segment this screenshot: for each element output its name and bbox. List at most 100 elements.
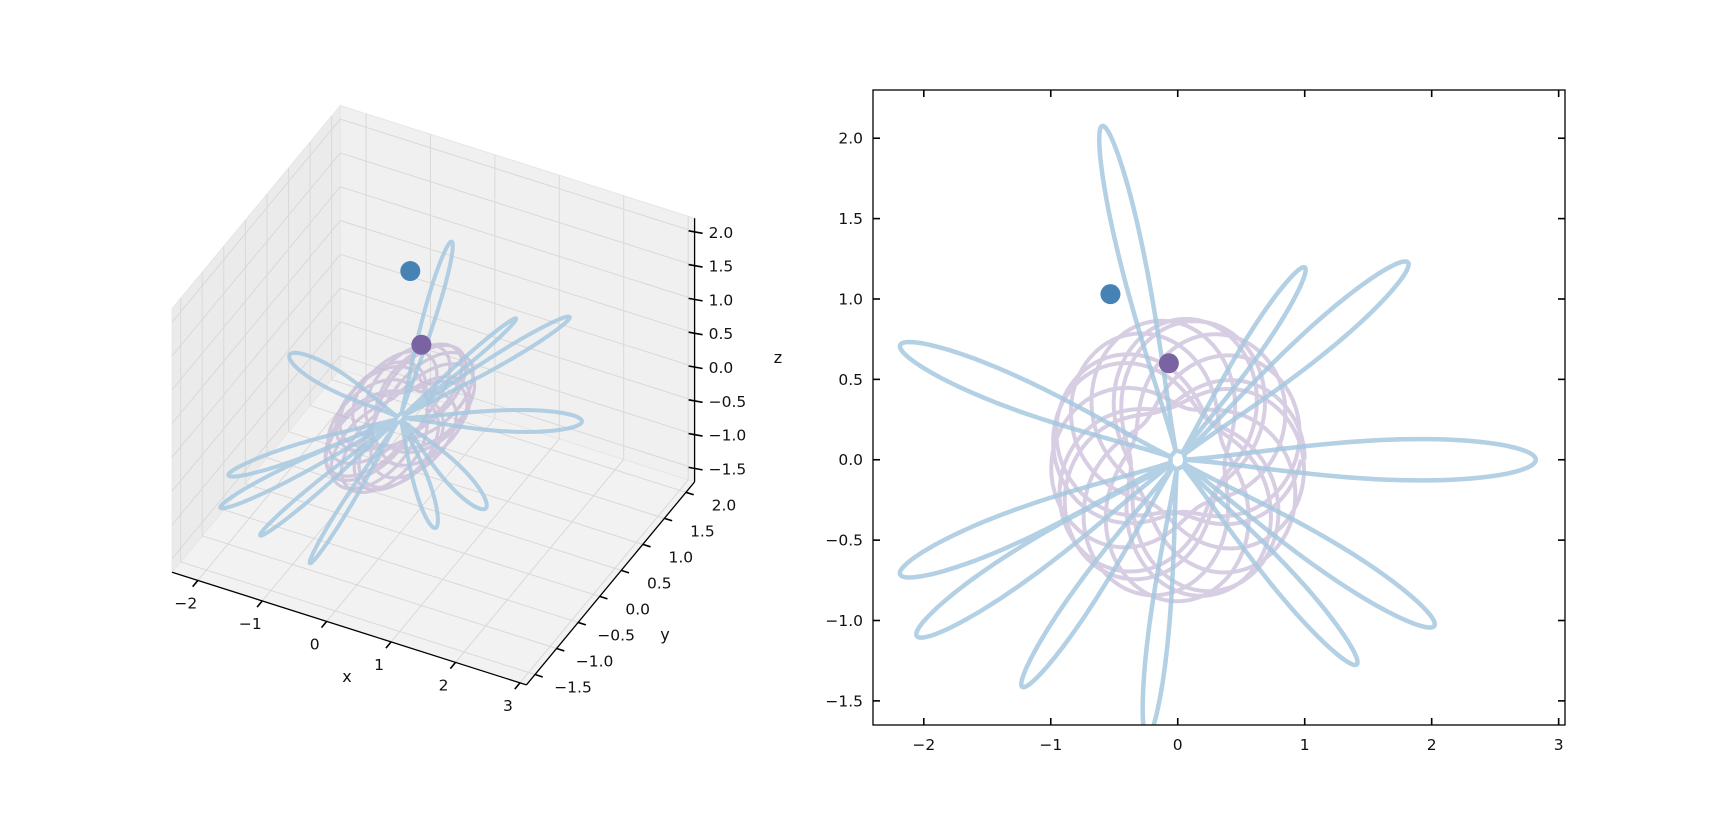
3d-axes: −2 −1 0 1 2 3 −1.5 −1.0 −0.5 0.0 0.5 1.0 1.5 2.0 −1.5 −… <box>171 218 747 715</box>
3d-y-tick <box>577 621 587 626</box>
xy-x-tick-label: −1 <box>1039 736 1062 754</box>
3d-z-tick-label: −0.5 <box>709 393 747 411</box>
3d-orbit-plot: −2 −1 0 1 2 3 −1.5 −1.0 −0.5 0.0 0.5 1.0 1.5 2.0 −1.5 −… <box>171 104 782 715</box>
3d-grid <box>171 113 695 684</box>
3d-x-axis-label: x <box>342 667 351 686</box>
back-grid-z <box>340 220 695 334</box>
3d-z-tick-label: 0.5 <box>709 325 734 343</box>
3d-y-tick <box>621 569 630 574</box>
xy-y-tick-label: −0.5 <box>825 532 863 550</box>
3d-x-tick-label: 2 <box>439 676 449 694</box>
3d-x-tick-label: −1 <box>239 615 262 633</box>
3d-inner-marker <box>411 334 432 355</box>
3d-x-tick <box>256 600 263 608</box>
xy-x-tick-label: 2 <box>1427 736 1437 754</box>
xy-x-tick-label: 0 <box>1173 736 1183 754</box>
3d-y-tick <box>664 517 673 522</box>
3d-y-tick-label: 2.0 <box>712 496 737 514</box>
back-grid-z <box>340 321 695 436</box>
3d-z-tick-label: −1.0 <box>709 427 747 445</box>
floor-grid-x <box>390 438 560 643</box>
back-grid-z <box>340 355 695 469</box>
3d-z-tick <box>688 229 703 235</box>
xy-y-tick-label: −1.5 <box>825 692 863 710</box>
xy-y-tick-label: −1.0 <box>825 612 863 630</box>
3d-z-tick <box>688 398 703 404</box>
xy-outer-marker <box>1100 284 1121 305</box>
left-grid-z <box>171 220 341 424</box>
3d-z-tick-label: 1.0 <box>709 291 734 309</box>
left-grid-z <box>171 186 341 391</box>
3d-x-axis-line <box>171 571 527 686</box>
3d-z-tick <box>688 365 703 370</box>
3d-x-tick-label: −2 <box>174 594 197 612</box>
back-grid-z <box>340 287 695 402</box>
3d-z-tick <box>688 331 703 336</box>
xy-x-tick-label: −2 <box>912 736 935 754</box>
xy-y-tick-label: 0.0 <box>838 451 863 469</box>
3d-y-tick <box>685 491 694 496</box>
3d-x-tick-label: 1 <box>374 656 384 674</box>
3d-z-tick-label: 1.5 <box>709 258 734 276</box>
3d-x-tick-label: 0 <box>310 635 320 653</box>
3d-x-tick <box>449 661 457 670</box>
3d-y-tick <box>599 595 608 600</box>
xy-x-tick-label: 1 <box>1300 736 1310 754</box>
3d-z-tick <box>688 432 703 437</box>
xy-axes: −2 −1 0 1 2 3 −1.5 −1.0 −0.5 0.0 0.5 1.0 1.5 2.0 <box>825 90 1565 754</box>
floor-grid-x <box>519 479 689 684</box>
3d-inner-orbit-line <box>323 342 477 495</box>
left-grid-z <box>171 254 341 458</box>
3d-x-tick-label: 3 <box>503 697 513 715</box>
left-grid-z <box>171 118 341 323</box>
3d-z-tick <box>688 297 703 302</box>
xy-outer-orbit-line <box>897 123 1539 725</box>
3d-y-axis-label: y <box>660 625 669 644</box>
xy-y-tick-label: 2.0 <box>838 130 863 148</box>
back-grid-z <box>340 152 695 267</box>
xy-y-tick-label: 1.5 <box>838 210 863 228</box>
xy-y-tick-label: 1.0 <box>838 290 863 308</box>
back-grid-z <box>340 118 695 233</box>
3d-x-tick <box>514 682 521 690</box>
3d-z-tick-label: −1.5 <box>709 460 747 478</box>
left-grid-z <box>171 287 341 492</box>
3d-y-tick-label: 0.5 <box>647 574 672 592</box>
3d-outer-marker <box>400 261 421 282</box>
3d-y-tick-label: 0.0 <box>625 600 650 618</box>
back-grid-z <box>340 186 695 300</box>
3d-x-tick <box>385 641 392 649</box>
3d-y-tick-label: 1.0 <box>669 548 694 566</box>
3d-y-tick-label: −1.5 <box>554 678 592 696</box>
3d-y-tick-label: 1.5 <box>690 522 715 540</box>
3d-y-tick <box>556 647 565 652</box>
xy-inner-orbit-line <box>1049 317 1307 604</box>
3d-outer-orbit-line <box>218 239 584 566</box>
xy-x-tick-label: 3 <box>1554 736 1564 754</box>
xy-inner-marker <box>1158 353 1179 374</box>
floor-grid-y <box>180 561 536 675</box>
floor-grid-x <box>326 418 496 622</box>
xy-projection-plot: −2 −1 0 1 2 3 −1.5 −1.0 −0.5 0.0 0.5 1.0 1.5 2.0 <box>825 89 1566 754</box>
left-grid-z <box>171 152 341 357</box>
3d-z-tick-label: 2.0 <box>709 224 734 242</box>
floor-grid-y <box>223 509 579 623</box>
back-grid-z <box>340 253 695 368</box>
3d-y-tick-label: −0.5 <box>597 626 635 644</box>
3d-z-tick <box>688 466 703 471</box>
3d-x-tick <box>192 579 199 588</box>
3d-y-axis-line <box>525 481 696 686</box>
xy-plot-frame <box>872 89 1566 726</box>
3d-x-tick <box>320 620 328 629</box>
floor-grid-x <box>455 459 625 663</box>
3d-z-tick <box>688 263 703 268</box>
3d-orbit-traces <box>218 239 584 566</box>
xy-orbit-traces <box>897 123 1539 725</box>
3d-y-tick <box>642 543 651 548</box>
3d-z-tick-label: 0.0 <box>709 359 734 377</box>
xy-y-tick-label: 0.5 <box>838 371 863 389</box>
floor-grid-y <box>202 535 557 649</box>
3d-y-tick <box>534 673 543 678</box>
3d-z-axis-label: z <box>774 348 782 367</box>
